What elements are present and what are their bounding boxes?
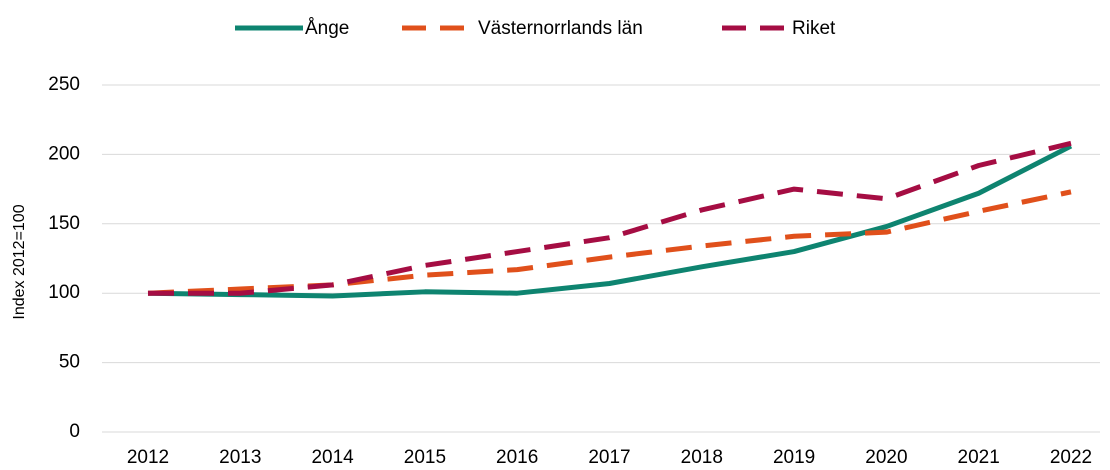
legend-label: Västernorrlands län (478, 18, 643, 39)
y-tick-label: 200 (48, 143, 80, 164)
x-tick-label: 2015 (404, 447, 446, 468)
x-tick-label: 2019 (773, 447, 815, 468)
x-tick-label: 2021 (958, 447, 1000, 468)
series-line (147, 189, 1072, 296)
y-tick-label: 150 (48, 213, 80, 234)
y-tick-label: 100 (48, 282, 80, 303)
series-line (147, 143, 1073, 299)
y-tick-label: 0 (69, 421, 80, 442)
y-axis-label: Index 2012=100 (11, 204, 28, 319)
x-tick-label: 2018 (681, 447, 723, 468)
x-tick-label: 2014 (311, 447, 354, 468)
y-tick-label: 250 (48, 74, 80, 95)
series-line (148, 140, 1072, 296)
x-tick-label: 2012 (127, 447, 169, 468)
x-tick-label: 2022 (1050, 447, 1092, 468)
y-tick-label: 50 (59, 352, 80, 373)
legend-label: Ånge (305, 18, 349, 39)
legend-label: Riket (792, 18, 836, 39)
x-tick-label: 2017 (588, 447, 630, 468)
x-tick-label: 2013 (219, 447, 261, 468)
x-tick-label: 2020 (865, 447, 907, 468)
x-tick-label: 2016 (496, 447, 538, 468)
